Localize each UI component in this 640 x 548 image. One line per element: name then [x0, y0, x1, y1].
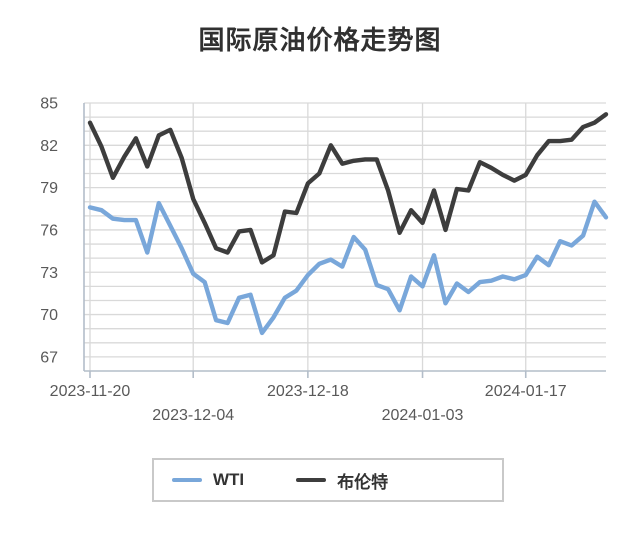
y-tick-label: 85 — [40, 96, 58, 113]
brent-line-swatch — [296, 478, 327, 482]
legend-item-wti: WTI — [172, 470, 244, 490]
brent-legend-label: 布伦特 — [337, 472, 389, 492]
series-line-brent — [87, 112, 609, 265]
y-tick-label: 79 — [40, 180, 58, 197]
x-tick-label: 2023-12-18 — [267, 383, 349, 400]
y-tick-label: 73 — [40, 265, 58, 282]
y-tick-label: 70 — [40, 307, 58, 324]
wti-legend-label: WTI — [213, 470, 245, 489]
x-tick-label: 2024-01-03 — [382, 407, 464, 424]
y-tick-label: 76 — [40, 222, 58, 239]
y-tick-label: 67 — [40, 349, 58, 366]
chart-title: 国际原油价格走势图 — [198, 25, 442, 55]
series-line-wti — [87, 199, 609, 336]
legend: WTI 布伦特 — [152, 458, 504, 502]
x-tick-label: 2024-01-17 — [485, 383, 567, 400]
legend-item-brent: 布伦特 — [296, 468, 388, 493]
wti-line-swatch — [172, 478, 202, 482]
y-tick-label: 82 — [40, 138, 58, 155]
x-tick-label: 2023-12-04 — [152, 407, 234, 424]
x-tick-label: 2023-11-20 — [50, 383, 131, 400]
